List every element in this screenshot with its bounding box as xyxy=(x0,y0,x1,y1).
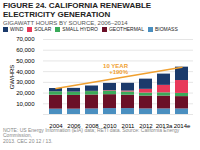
svg-text:2012: 2012 xyxy=(139,122,153,127)
html-text:SMALL HYDRO: SMALL HYDRO xyxy=(62,26,98,33)
html-text:GEOTHERMAL: GEOTHERMAL xyxy=(109,26,144,33)
svg-text:2013a: 2013a xyxy=(156,122,173,127)
html-text:NOTE: US Energy Information (E: NOTE: US Energy Information (EIA) data; … xyxy=(3,126,180,144)
svg-text:10,000: 10,000 xyxy=(16,100,35,106)
html-text:WIND: WIND xyxy=(10,26,24,33)
svg-text:70,000: 70,000 xyxy=(16,36,35,42)
svg-text:10 YEAR+190%: 10 YEAR+190% xyxy=(103,62,129,74)
svg-text:GW/HRS: GW/HRS xyxy=(9,64,15,89)
html-text:FIGURE 24. CALIFORNIA RENEWABL: FIGURE 24. CALIFORNIA RENEWABLE ELECTRIC… xyxy=(3,1,152,19)
html-text:SOLAR: SOLAR xyxy=(34,26,52,33)
svg-text:2011: 2011 xyxy=(122,122,136,127)
svg-text:2010: 2010 xyxy=(103,122,117,127)
svg-text:2004: 2004 xyxy=(49,122,63,127)
svg-text:2014e: 2014e xyxy=(174,122,191,127)
svg-text:30,000: 30,000 xyxy=(16,79,35,85)
svg-text:20,000: 20,000 xyxy=(16,90,35,96)
svg-text:60,000: 60,000 xyxy=(16,47,35,53)
html-text:GIGAWATT HOURS BY SOURCE, 2006: GIGAWATT HOURS BY SOURCE, 2006–2014 xyxy=(3,19,128,26)
svg-text:50,000: 50,000 xyxy=(16,58,35,64)
svg-text:40,000: 40,000 xyxy=(16,68,35,74)
html-text:BIOMASS: BIOMASS xyxy=(155,26,178,33)
svg-text:2008: 2008 xyxy=(85,122,99,127)
svg-text:2006: 2006 xyxy=(67,122,81,127)
